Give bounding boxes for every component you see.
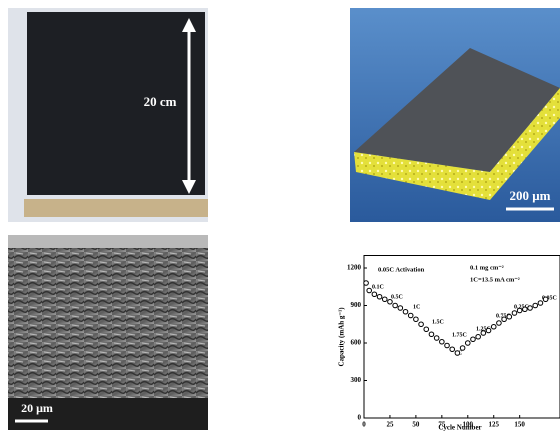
data-point: [497, 321, 502, 326]
rate-label: 1C: [413, 304, 420, 310]
data-point: [398, 306, 403, 311]
y-tick-label: 900: [351, 301, 362, 309]
data-point: [476, 334, 481, 339]
y-axis-label: Capacity (mAh g⁻¹): [338, 307, 346, 367]
data-point: [543, 297, 548, 302]
data-point: [481, 331, 486, 336]
data-point: [424, 327, 429, 332]
rate-label: 1.75C: [452, 332, 467, 338]
data-point: [450, 347, 455, 352]
rate-label: 1.5C: [432, 319, 444, 325]
data-point: [523, 307, 528, 312]
data-point: [377, 294, 382, 299]
data-point: [429, 332, 434, 337]
rate-label: 0.1C: [372, 284, 384, 290]
data-point: [486, 328, 491, 333]
annotation: 1C=13.5 mA cm⁻²: [470, 276, 520, 283]
x-tick-label: 50: [412, 421, 420, 429]
data-point: [460, 346, 465, 351]
ruler: [24, 199, 208, 217]
data-point: [388, 299, 393, 304]
y-tick-label: 300: [351, 376, 362, 384]
data-point: [434, 336, 439, 341]
y-tick-label: 0: [358, 414, 362, 422]
data-point: [517, 308, 522, 313]
data-point: [393, 303, 398, 308]
data-point: [538, 301, 543, 306]
data-point: [471, 337, 476, 342]
data-point: [382, 297, 387, 302]
data-point: [419, 322, 424, 327]
photo-panel: 20 cm: [8, 8, 208, 222]
x-tick-label: 0: [362, 421, 366, 429]
data-point: [465, 341, 470, 346]
data-point: [408, 313, 413, 318]
data-point: [445, 343, 450, 348]
data-point: [512, 311, 517, 316]
data-point: [507, 314, 512, 319]
data-point: [528, 306, 533, 311]
data-point: [502, 317, 507, 322]
model-panel: 200 μm: [350, 8, 560, 222]
y-tick-label: 1200: [347, 264, 362, 272]
x-axis-label: Cycle Number: [438, 424, 481, 432]
scale-label: 20 cm: [144, 94, 177, 109]
data-point: [364, 281, 369, 286]
x-tick-label: 25: [386, 421, 394, 429]
x-tick-label: 125: [488, 421, 499, 429]
scale-label: 200 μm: [510, 188, 551, 203]
scale-label: 20 μm: [21, 401, 53, 415]
data-point: [533, 303, 538, 308]
rate-label: 0.5C: [391, 294, 403, 300]
carbon-sheet: [27, 12, 205, 195]
annotation: 0.05C Activation: [378, 266, 425, 273]
data-point: [403, 309, 408, 314]
data-point: [414, 317, 419, 322]
figure: 20 cm 200 μm 20 μm 030060090012000255075…: [0, 0, 560, 435]
data-point: [455, 351, 460, 356]
annotation: 0.1 mg cm⁻²: [470, 264, 504, 271]
data-point: [440, 339, 445, 344]
sem-texture: [8, 248, 208, 398]
sem-panel: 20 μm: [8, 235, 208, 430]
data-point: [367, 288, 372, 293]
data-point: [372, 292, 377, 297]
y-tick-label: 600: [351, 339, 362, 347]
data-point: [491, 324, 496, 329]
x-tick-label: 150: [514, 421, 525, 429]
